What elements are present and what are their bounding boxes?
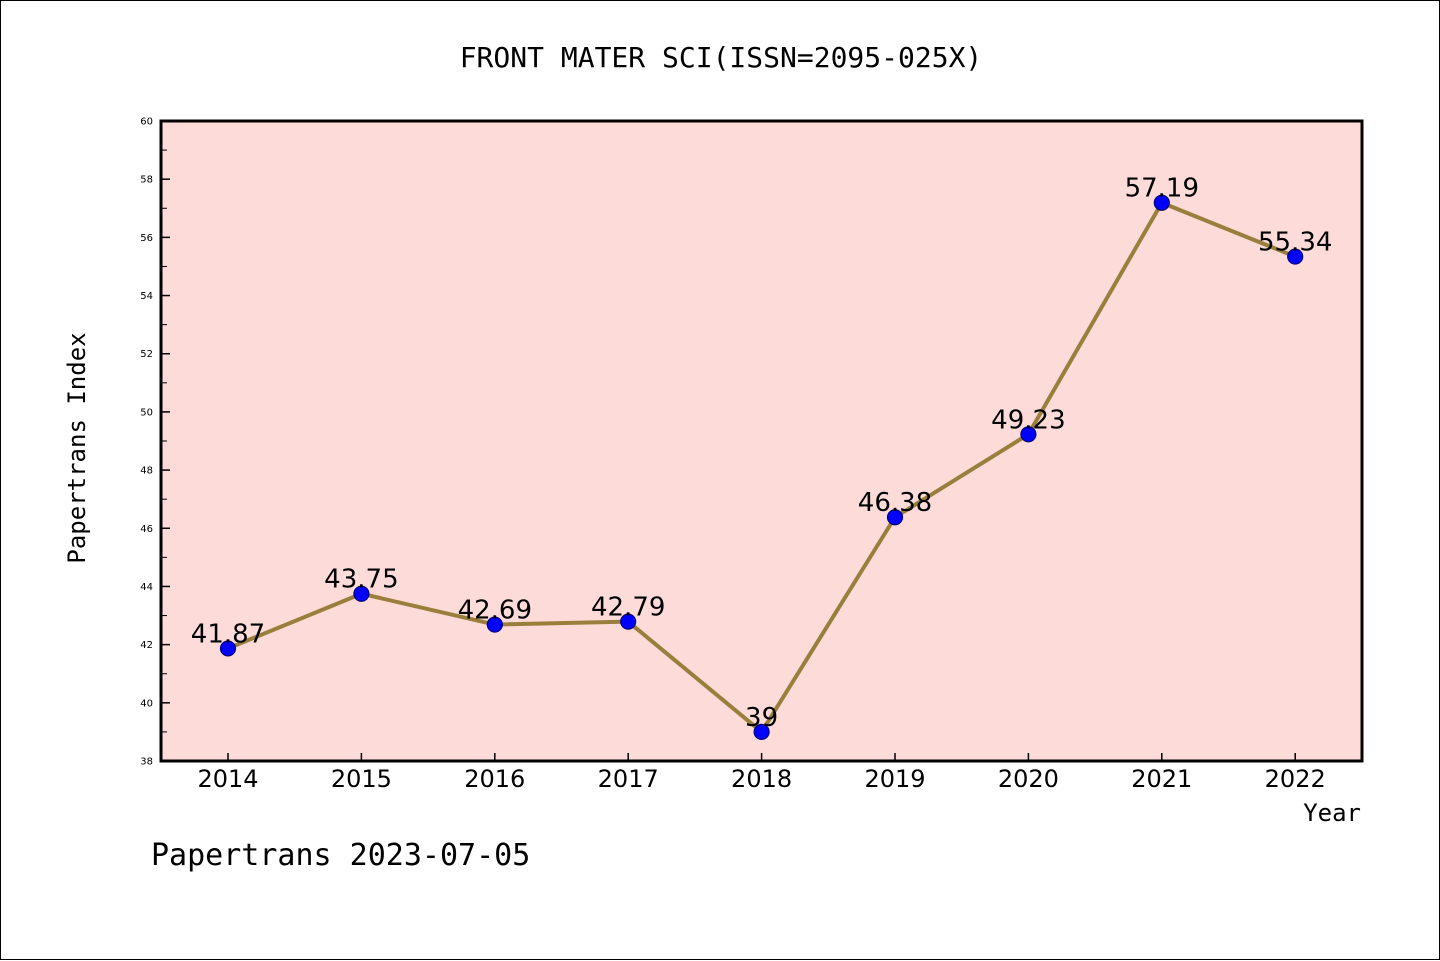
data-label: 39 [745,703,778,733]
data-point [620,613,637,630]
y-tick-label: 44 [140,582,153,593]
x-tick-label: 2017 [598,765,659,793]
x-tick-label: 2014 [197,765,258,793]
data-label: 55.34 [1258,228,1332,258]
x-tick-label: 2022 [1265,765,1326,793]
y-tick-label: 46 [140,524,153,535]
x-tick-label: 2016 [464,765,525,793]
x-tick-label: 2019 [864,765,925,793]
x-tick-label: 2021 [1131,765,1192,793]
footer-text: Papertrans 2023-07-05 [151,838,530,873]
data-label: 49.23 [991,405,1065,435]
y-tick-label: 40 [140,698,153,709]
data-point [753,723,770,741]
y-tick-label: 50 [140,407,153,418]
y-tick-label: 48 [140,466,153,477]
data-point [219,640,237,657]
y-tick-label: 52 [140,349,153,360]
y-tick-label: 56 [140,233,153,244]
series-line [219,194,1304,741]
data-label: 43.75 [324,565,398,595]
x-tick-label: 2015 [331,765,392,793]
data-label: 42.79 [591,593,665,623]
data-label: 42.69 [458,596,532,626]
y-tick-label: 60 [140,117,153,128]
data-point [1020,426,1037,443]
data-point [486,616,503,633]
plot-area [159,119,1364,763]
y-tick-label: 38 [140,757,153,768]
data-point [353,585,370,602]
x-axis-label: Year [1303,799,1361,827]
y-axis: 38 40 42 44 46 48 50 52 54 56 58 60 [140,117,170,768]
y-tick-label: 58 [140,175,153,186]
x-tick-label: 2020 [998,765,1059,793]
data-label: 57.19 [1125,174,1199,204]
y-axis-label: Papertrans Index [63,332,91,563]
x-axis: 2014 2015 2016 2017 2018 2019 2020 2021 2022 [197,753,1326,793]
data-point [1287,248,1304,265]
y-tick-label: 54 [140,291,153,302]
data-labels: 41.87 43.75 42.69 42.79 39 46.38 49.23 57.19 55.… [191,174,1333,733]
chart-title: FRONT MATER SCI(ISSN=2095-025X) [460,41,983,74]
x-tick-label: 2018 [731,765,792,793]
y-tick-label: 42 [140,640,153,651]
data-point [1153,194,1170,211]
data-label: 41.87 [191,619,265,649]
data-label: 46.38 [858,488,932,518]
data-point [886,509,904,526]
